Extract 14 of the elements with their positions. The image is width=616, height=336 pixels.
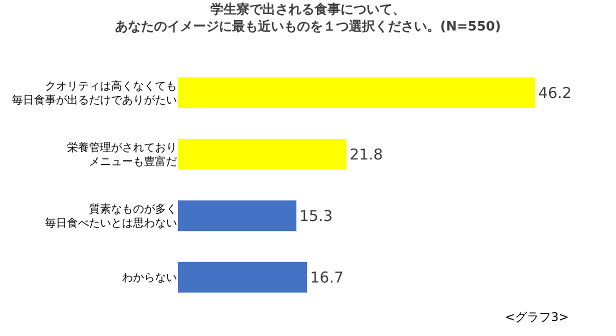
bar: [178, 200, 296, 232]
bar: [178, 138, 347, 170]
data-label: 16.7: [310, 268, 344, 286]
y-tick-label: クオリティは高くなくても毎日食事が出るだけでありがたい: [12, 79, 177, 107]
y-tick-label: わからない: [122, 271, 177, 284]
text: <グラフ3>: [505, 310, 569, 324]
bar: [178, 77, 536, 108]
bar: [178, 262, 308, 293]
y-tick-label: 質素なものが多く毎日食べたいとは思わない: [45, 202, 177, 230]
chart-title: 学生寮で出される食事について、あなたのイメージに最も近いものを１つ選択ください。(N=550): [115, 1, 501, 34]
data-label: 46.2: [538, 84, 572, 102]
data-label: 15.3: [299, 206, 333, 225]
y-tick-label: 栄養管理がされておりメニューも豊富だ: [67, 140, 177, 168]
data-label: 21.8: [350, 145, 383, 164]
